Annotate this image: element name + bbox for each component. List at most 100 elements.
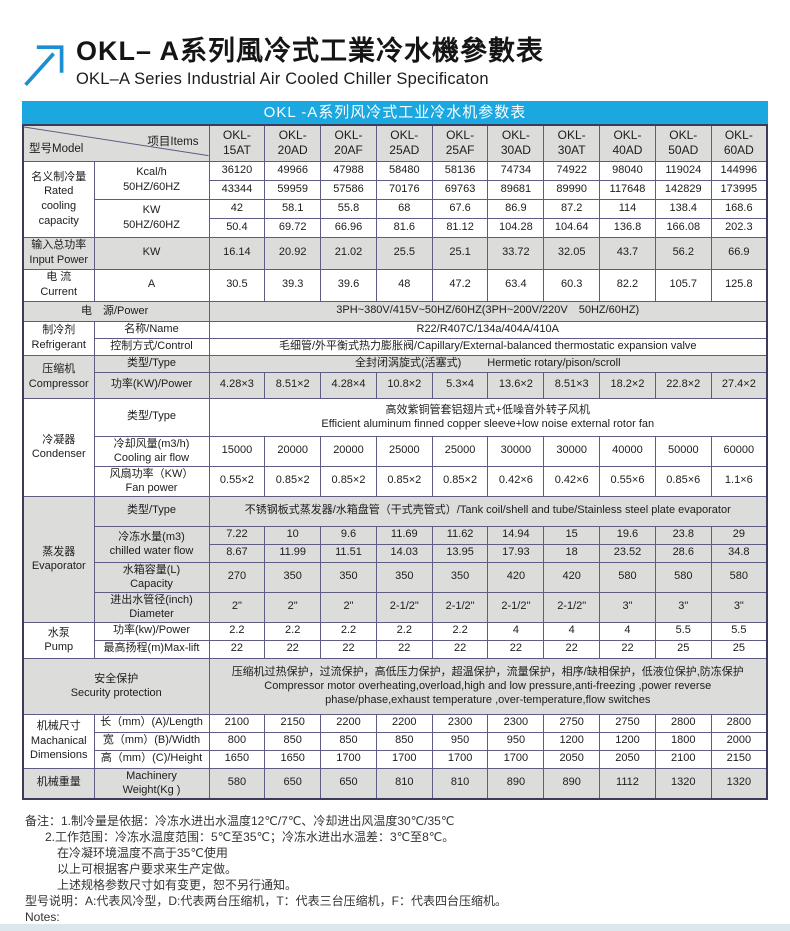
value-cell: 22 — [208, 639, 266, 659]
arrow-logo-icon — [20, 38, 68, 90]
table-row: 型号Model 项目Items OKL-15AT OKL-20AD OKL-20… — [22, 124, 768, 162]
power-supply-value: 3PH~380V/415V~50HZ/60HZ(3PH~200V/220V 50… — [208, 300, 768, 322]
value-cell: 57586 — [320, 179, 377, 200]
model-header-label: 型号Model — [29, 143, 84, 156]
label-line: Diameter — [129, 608, 174, 621]
value-cell: 11.99 — [264, 543, 322, 563]
evaporator-label: 蒸发器 Evaporator — [22, 495, 95, 623]
table-row: 8.67 11.99 11.51 14.03 13.95 17.93 18 23.52 28.6… — [23, 543, 768, 563]
table-row: 宽（mm）(B)/Width 800 850 850 850 950 950 1200 120… — [23, 731, 768, 751]
value-cell: 60000 — [710, 435, 768, 467]
evaporator-type-value: 不锈钢板式蒸发器/水箱盘管（干式壳管式）/Tank coil/shell and… — [208, 495, 768, 527]
value-cell: 350 — [431, 561, 489, 593]
value-cell: 25000 — [375, 435, 433, 467]
value-cell: 104.28 — [487, 217, 545, 238]
label-line: 水箱容量(L) — [122, 563, 181, 576]
value-cell: 2200 — [320, 713, 377, 733]
label-line: Security protection — [70, 687, 162, 700]
value-cell: 25000 — [431, 435, 489, 467]
label-line: 压缩机过热保护，过流保护，高低压力保护，超温保护，流量保护，相序/缺相保护，低液… — [231, 665, 744, 678]
value-cell: 2" — [320, 591, 377, 623]
value-cell: 580 — [710, 561, 768, 593]
table-row: 50.4 69.72 66.96 81.6 81.12 104.28 104.64 136.8… — [23, 217, 768, 238]
value-cell: 27.4×2 — [710, 371, 768, 399]
pipe-diameter-label: 进出水管径(inch) Diameter — [93, 591, 210, 623]
value-cell: 29 — [710, 525, 768, 545]
value-cell: 42 — [208, 198, 266, 219]
value-cell: 22 — [375, 639, 433, 659]
model-column-header: OKL-30AT — [543, 124, 601, 162]
label-line: 蒸发器 — [42, 545, 76, 558]
value-cell: 270 — [208, 561, 266, 593]
model-column-header: OKL-20AD — [264, 124, 322, 162]
value-cell: 2750 — [543, 713, 601, 733]
refrigerant-name-value: R22/R407C/134a/404A/410A — [208, 320, 768, 339]
value-cell: 3" — [654, 591, 712, 623]
value-cell: 50000 — [654, 435, 712, 467]
value-cell: 17.93 — [487, 543, 545, 563]
value-cell: 0.42×6 — [487, 465, 545, 497]
table-row: KW 50HZ/60HZ 42 58.1 55.8 68 67.6 86.9 87.2 114… — [23, 198, 768, 238]
table-row: 冷凝器 Condenser 类型/Type 高效紫铜管套铝翅片式+低噪音外转子风… — [22, 397, 768, 497]
table-row: 制冷剂 Refrigerant 名称/Name R22/R407C/134a/4… — [22, 320, 768, 356]
value-cell: 18 — [543, 543, 601, 563]
value-cell: 23.52 — [599, 543, 656, 563]
value-cell: 89990 — [543, 179, 601, 200]
value-cell: 89681 — [487, 179, 545, 200]
value-cell: 2.2 — [375, 621, 433, 641]
label-line: 冷凝器 — [42, 433, 76, 446]
value-cell: 890 — [487, 767, 545, 800]
value-cell: 2.2 — [264, 621, 322, 641]
machinery-weight-item: Machinery Weight(Kg ) — [93, 767, 210, 800]
value-cell: 16.14 — [208, 236, 266, 270]
security-protection-label: 安全保护 Security protection — [22, 657, 210, 715]
value-cell: 68 — [375, 198, 433, 219]
value-cell: 2-1/2" — [431, 591, 489, 623]
label-line: Input Power — [29, 254, 89, 266]
label-line: 源/Power — [103, 304, 149, 317]
value-cell: 47988 — [320, 160, 377, 181]
value-cell: 1112 — [599, 767, 656, 800]
label-line: 风扇功率（KW） — [109, 467, 194, 480]
value-cell: 173995 — [710, 179, 768, 200]
value-cell: 67.6 — [431, 198, 489, 219]
titles: OKL– A系列風冷式工業冷水機參數表 OKL–A Series Industr… — [76, 36, 544, 89]
spec-table: 型号Model 项目Items OKL-15AT OKL-20AD OKL-20… — [22, 124, 768, 800]
value-cell: 39.3 — [264, 268, 322, 302]
label-line: capacity — [38, 214, 79, 227]
value-cell: 2" — [208, 591, 266, 623]
tank-capacity-label: 水箱容量(L) Capacity — [93, 561, 210, 593]
value-cell: 19.6 — [599, 525, 656, 545]
value-cell: 21.02 — [320, 236, 377, 270]
value-cell: 32.05 — [543, 236, 601, 270]
value-cell: 4.28×3 — [208, 371, 266, 399]
value-cell: 2050 — [599, 749, 656, 769]
label-line: Efficient aluminum finned copper sleeve+… — [321, 418, 655, 430]
value-cell: 30000 — [487, 435, 545, 467]
items-header-label: 项目Items — [147, 136, 199, 148]
value-cell: 70176 — [375, 179, 433, 200]
refrigerant-control-value: 毛细管/外平衡式热力膨胀阀/Capillary/External-balance… — [208, 337, 768, 356]
value-cell: 43344 — [208, 179, 266, 200]
table-row: 水箱容量(L) Capacity 270 350 350 350 350 420 420 58… — [23, 561, 768, 593]
label-line: Compressor motor overheating,overload,hi… — [264, 679, 712, 692]
value-cell: 850 — [320, 731, 377, 751]
value-cell: 86.9 — [487, 198, 545, 219]
spec-table-wrap: OKL -A系列风冷式工业冷水机参数表 型号Model 项目Items OKL-… — [22, 101, 768, 800]
value-cell: 13.95 — [431, 543, 489, 563]
value-cell: 810 — [375, 767, 433, 800]
value-cell: 63.4 — [487, 268, 545, 302]
value-cell: 60.3 — [543, 268, 601, 302]
value-cell: 1320 — [654, 767, 712, 800]
current-label: 电 流 Current — [22, 268, 95, 302]
value-cell: 1700 — [320, 749, 377, 769]
table-banner-title: OKL -A系列风冷式工业冷水机参数表 — [22, 101, 768, 124]
value-cell: 1700 — [375, 749, 433, 769]
value-cell: 22 — [264, 639, 322, 659]
value-cell: 20000 — [264, 435, 322, 467]
note-line: 在冷凝环境温度不高于35℃使用 — [57, 845, 228, 860]
value-cell: 650 — [320, 767, 377, 800]
compressor-power-label: 功率(KW)/Power — [93, 371, 210, 399]
input-power-unit: KW — [93, 236, 210, 270]
label-line: 冷却风量(m3/h) — [113, 437, 190, 450]
